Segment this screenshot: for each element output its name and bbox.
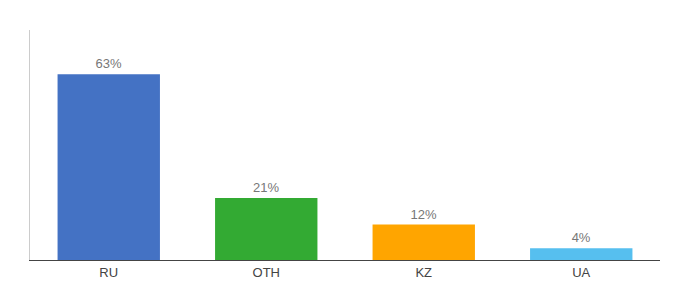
svg-text:KZ: KZ xyxy=(415,265,432,280)
svg-text:12%: 12% xyxy=(411,207,437,222)
svg-text:4%: 4% xyxy=(572,230,591,245)
svg-text:UA: UA xyxy=(572,265,590,280)
svg-text:RU: RU xyxy=(99,265,118,280)
svg-text:OTH: OTH xyxy=(253,265,280,280)
svg-text:21%: 21% xyxy=(253,180,279,195)
svg-text:63%: 63% xyxy=(96,56,122,71)
